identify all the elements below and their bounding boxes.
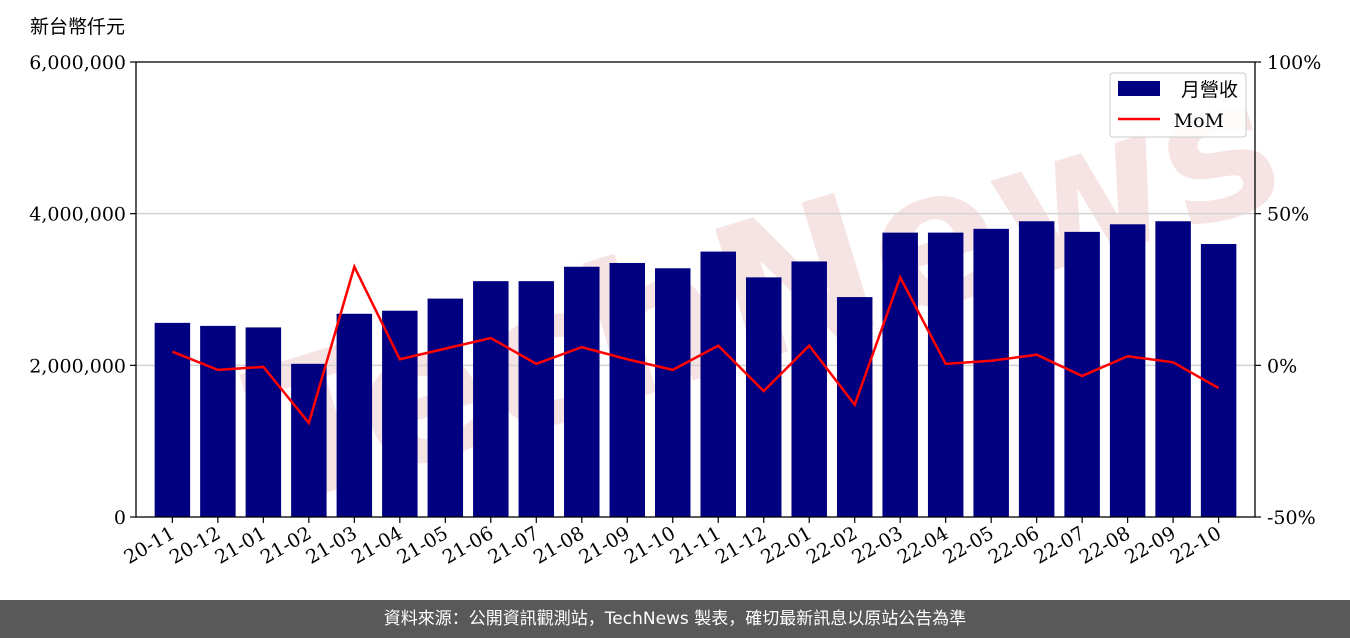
right-tick-label: 0% [1267,355,1297,377]
x-tick-label-21-12: 21-12 [712,522,770,568]
bar-21-02 [291,363,327,517]
x-tick-label-21-07: 21-07 [484,522,542,568]
y-axis-unit-label: 新台幣仟元 [30,16,125,38]
right-tick-label: -50% [1267,507,1316,529]
plot-frame [135,61,1256,518]
mom-line [171,263,1220,426]
x-tick-label-21-11: 21-11 [666,522,724,568]
x-tick-label-22-05: 22-05 [939,522,997,568]
mom-line-series [171,263,1220,426]
legend-swatch-bar [1118,81,1160,96]
x-tick-label-22-10: 22-10 [1167,522,1225,568]
bar-21-07 [518,281,555,517]
bar-21-03 [336,313,373,517]
source-footer: 資料來源：公開資訊觀測站，TechNews 製表，確切最新訊息以原站公告為準 [0,600,1350,638]
bar-22-02 [836,297,873,517]
bar-22-05 [973,228,1009,518]
right-tick-label: 50% [1267,204,1309,226]
left-tick-label: 0 [114,507,126,529]
bar-21-09 [609,262,646,517]
bar-22-07 [1064,231,1100,517]
x-tick-label-21-01: 21-01 [211,522,269,568]
left-tick-label: 6,000,000 [29,52,126,74]
bar-22-04 [927,232,964,517]
x-tick-label-22-07: 22-07 [1030,522,1088,568]
bar-22-08 [1109,224,1146,518]
x-tick-label-22-04: 22-04 [894,522,952,568]
x-tick-label-22-06: 22-06 [985,522,1043,568]
x-tick-label-22-02: 22-02 [803,522,861,568]
right-tick-label: 100% [1267,52,1321,74]
legend: 月營收 MoM [1109,72,1247,138]
x-tick-label-21-09: 21-09 [575,522,633,568]
bar-21-05 [427,298,464,517]
bar-21-04 [382,310,418,517]
bar-21-12 [745,277,782,517]
bar-21-06 [473,281,509,517]
x-tick-label-20-11: 20-11 [120,522,178,568]
x-tick-label-21-08: 21-08 [530,522,588,568]
bar-21-01 [245,327,282,517]
bar-22-01 [791,261,827,517]
x-tick-label-20-12: 20-12 [166,522,224,568]
x-tick-label-22-01: 22-01 [757,522,815,568]
bar-22-06 [1018,221,1055,517]
revenue-chart: TechNews 新台幣仟元 02,000,0004,000,0006,000,… [29,16,1321,569]
x-tick-label-22-09: 22-09 [1121,522,1179,568]
legend-label-revenue: 月營收 [1181,79,1238,101]
left-tick-label: 2,000,000 [29,355,126,377]
x-tick-label-22-08: 22-08 [1076,522,1134,568]
bar-20-12 [200,325,236,517]
x-tick-label-22-03: 22-03 [848,522,906,568]
bar-21-10 [655,268,691,517]
bar-21-08 [564,266,600,517]
legend-label-mom: MoM [1174,110,1224,132]
left-tick-label: 4,000,000 [29,204,126,226]
bar-21-11 [700,251,736,518]
x-tick-label-21-05: 21-05 [393,522,451,568]
x-tick-label-21-10: 21-10 [621,522,679,568]
x-tick-label-21-06: 21-06 [439,522,497,568]
